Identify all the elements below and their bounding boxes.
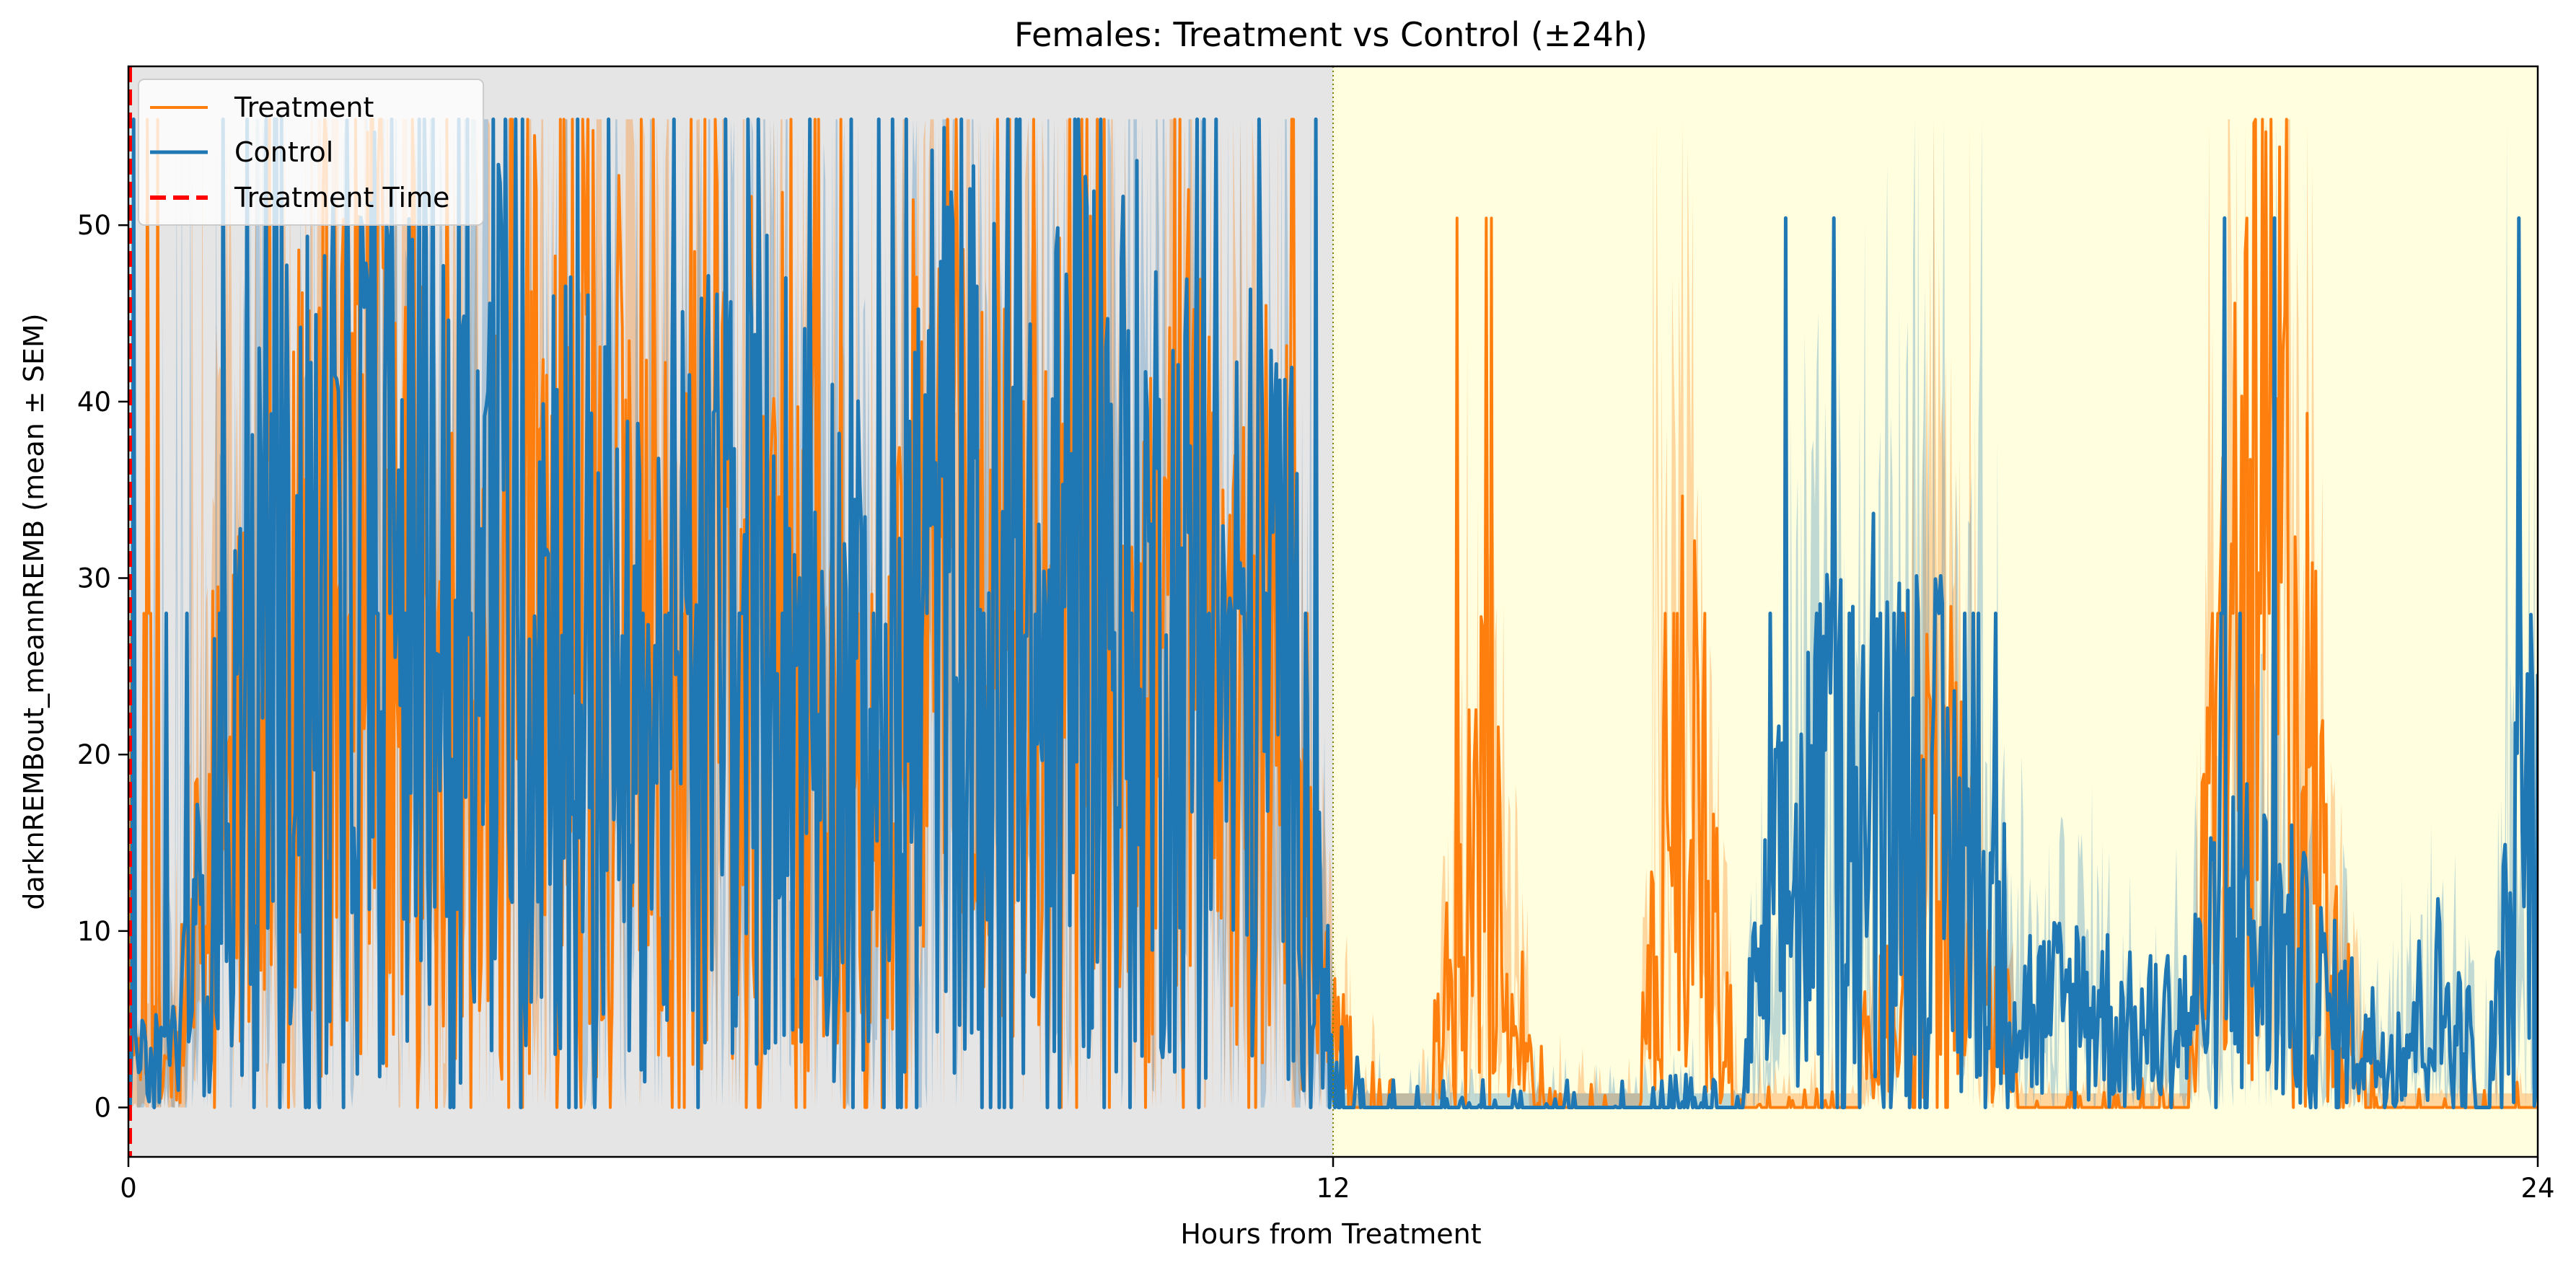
legend-label-control: Control <box>234 136 333 168</box>
y-tick-label: 50 <box>77 210 111 241</box>
y-axis: 0 10 20 30 40 50 <box>77 210 128 1123</box>
plot-area <box>128 66 2538 1157</box>
x-tick-label: 12 <box>1316 1173 1350 1204</box>
y-tick-label: 30 <box>77 563 111 594</box>
legend-label-treatment-time: Treatment Time <box>234 182 449 213</box>
y-axis-label: darknREMBout_meannREMB (mean ± SEM) <box>18 313 50 909</box>
x-axis: 0 12 24 <box>120 1157 2555 1204</box>
x-tick-label: 0 <box>120 1173 137 1204</box>
legend[interactable]: Treatment Control Treatment Time <box>138 79 484 226</box>
x-axis-label: Hours from Treatment <box>1180 1218 1481 1250</box>
legend-label-treatment: Treatment <box>234 92 374 123</box>
chart-title: Females: Treatment vs Control (±24h) <box>1014 15 1648 54</box>
legend-box <box>138 79 484 226</box>
y-tick-label: 10 <box>77 916 111 947</box>
y-tick-label: 40 <box>77 387 111 418</box>
x-tick-label: 24 <box>2520 1173 2554 1204</box>
y-tick-label: 0 <box>94 1092 111 1123</box>
y-tick-label: 20 <box>77 739 111 770</box>
